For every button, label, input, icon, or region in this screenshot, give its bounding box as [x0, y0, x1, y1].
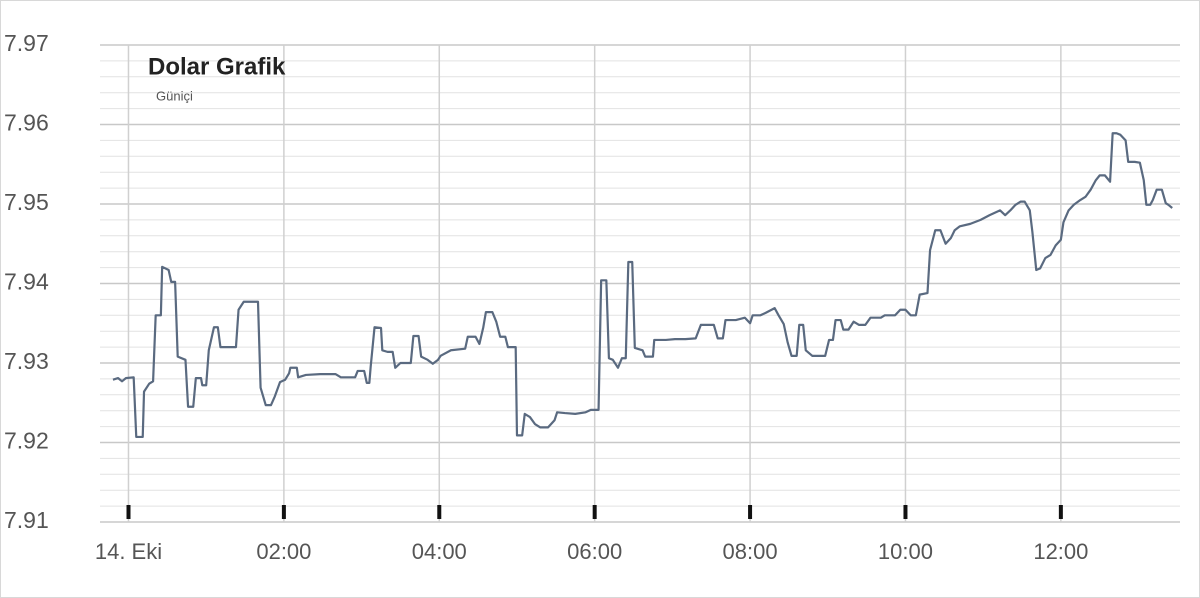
- y-tick-label: 7.92: [4, 428, 49, 454]
- x-tick-label: 04:00: [412, 539, 467, 564]
- y-tick-label: 7.96: [4, 110, 49, 136]
- x-tick-label: 08:00: [723, 539, 778, 564]
- x-tick-label: 10:00: [878, 539, 933, 564]
- y-tick-label: 7.95: [4, 189, 49, 215]
- x-tick-label: 06:00: [567, 539, 622, 564]
- x-tick-label: 12:00: [1033, 539, 1088, 564]
- plot: [112, 132, 1173, 439]
- y-tick-label: 7.94: [4, 269, 49, 295]
- y-tick-label: 7.97: [4, 30, 49, 56]
- chart-title: Dolar Grafik: [148, 53, 286, 80]
- x-tick-label: 02:00: [256, 539, 311, 564]
- x-tick-label: 14. Eki: [95, 539, 162, 564]
- price-line: [112, 132, 1173, 439]
- y-tick-label: 7.93: [4, 348, 49, 374]
- y-tick-label: 7.91: [4, 507, 49, 533]
- grid: [100, 44, 1180, 523]
- chart-subtitle: Güniçi: [156, 88, 193, 103]
